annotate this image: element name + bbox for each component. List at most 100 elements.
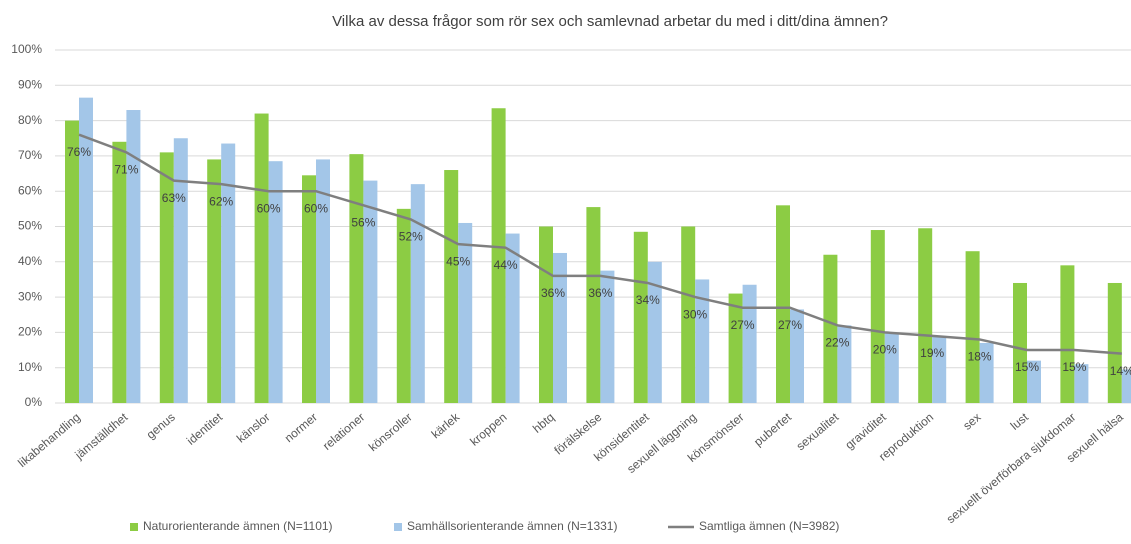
x-tick-label: graviditet [842,410,889,452]
bar [586,207,601,403]
y-tick-label: 80% [18,113,42,127]
x-tick-label: relationer [320,410,367,453]
bar [823,254,838,403]
bar [1107,282,1122,403]
x-tick-label: kroppen [467,410,509,449]
data-label: 60% [257,201,281,215]
bar [742,284,757,403]
bar [870,230,885,403]
chart-title: Vilka av dessa frågor som rör sex och sa… [332,13,888,30]
bar [159,152,174,403]
bar [1121,369,1131,403]
bar [221,143,236,404]
bar [126,110,141,403]
bar [790,309,804,403]
bar [728,293,743,403]
bar [1027,360,1041,403]
y-tick-label: 0% [25,395,43,409]
data-label: 63% [162,191,186,205]
y-tick-label: 70% [18,148,42,162]
y-tick-label: 50% [18,219,42,233]
bar [112,141,127,403]
legend-label: Samhällsorienterande ämnen (N=1331) [407,519,617,533]
data-label: 19% [920,346,944,360]
bar [695,279,710,403]
data-label: 56% [351,215,375,229]
bar [1060,265,1075,403]
bar [302,175,316,403]
y-tick-label: 90% [18,77,42,91]
data-label: 45% [446,254,470,268]
bar [932,335,947,403]
legend-label: Samtliga ämnen (N=3982) [699,519,839,533]
y-tick-label: 30% [18,289,42,303]
bar [837,325,852,403]
x-tick-label: genus [144,410,178,442]
bar [79,97,93,403]
bar [979,342,994,403]
y-tick-label: 40% [18,254,42,268]
bar [505,233,520,403]
legend-label: Naturorienterande ämnen (N=1101) [143,519,333,533]
x-tick-label: kärlek [429,409,463,441]
legend-swatch [394,523,402,531]
data-label: 62% [209,194,233,208]
bar [681,226,696,403]
data-label: 18% [968,350,992,364]
data-label: 36% [541,286,565,300]
bar [647,261,662,403]
data-label: 36% [588,286,612,300]
bar [539,226,553,403]
data-label: 20% [873,343,897,357]
y-tick-label: 10% [18,360,42,374]
bar [965,251,980,403]
data-label: 71% [114,163,138,177]
y-tick-label: 20% [18,325,42,339]
x-tick-label: jämställdhet [72,410,131,463]
bar [316,159,330,403]
x-tick-label: pubertet [751,410,794,449]
bar [207,159,222,403]
x-tick-label: könsroller [366,410,415,454]
bar [396,208,411,403]
bar [918,228,933,403]
bar [363,180,378,403]
bar [633,231,648,403]
data-label: 27% [778,318,802,332]
x-tick-label: hbtq [530,410,557,436]
data-label: 76% [67,145,91,159]
bar [173,138,188,403]
y-tick-label: 60% [18,183,42,197]
x-tick-label: sexualitet [794,410,842,454]
x-tick-label: känslor [234,410,273,446]
x-tick-label: likabehandling [15,410,83,470]
bar [1013,282,1027,403]
x-tick-label: identitet [184,410,226,448]
data-label: 14% [1110,364,1131,378]
legend-swatch [130,523,138,531]
data-label: 30% [683,307,707,321]
bar [254,113,269,403]
data-label: 15% [1062,360,1086,374]
data-label: 15% [1015,360,1039,374]
x-tick-label: normer [282,410,320,445]
bar [268,161,283,403]
bar [458,222,473,403]
data-label: 44% [494,258,518,272]
bar [349,154,364,403]
bar [553,252,567,403]
x-tick-label: lust [1008,410,1032,433]
y-tick-label: 100% [11,42,42,56]
data-label: 34% [636,293,660,307]
bar [1074,364,1089,403]
data-label: 52% [399,230,423,244]
line-series [78,133,1122,355]
bar [410,184,425,403]
bar [884,332,899,403]
data-label: 27% [731,318,755,332]
data-label: 22% [825,336,849,350]
data-label: 60% [304,201,328,215]
bar [491,108,506,404]
x-tick-label: sex [960,410,983,433]
